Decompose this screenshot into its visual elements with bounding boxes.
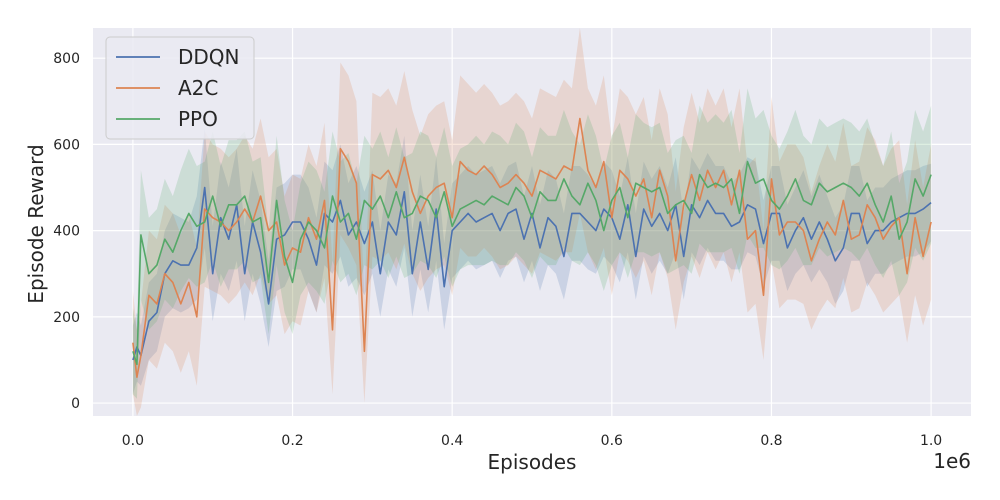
- legend-label-a2c: A2C: [178, 76, 218, 100]
- y-tick-label: 400: [53, 224, 80, 240]
- y-axis-label: Episode Reward: [24, 144, 48, 303]
- legend: DDQN A2C PPO: [105, 36, 255, 140]
- series-line-ppo: [132, 160, 932, 366]
- series-line-a2c: [132, 117, 932, 379]
- x-axis-label: Episodes: [488, 450, 577, 474]
- band-ppo: [132, 88, 932, 399]
- x-tick-label: 0.2: [281, 433, 303, 449]
- x-tick-label: 0.4: [441, 433, 463, 449]
- y-tick-label: 800: [53, 51, 80, 67]
- y-tick-label: 200: [53, 310, 80, 326]
- legend-label-ddqn: DDQN: [178, 45, 240, 69]
- x-tick-labels: 0.0 0.2 0.4 0.6 0.8 1.0: [122, 433, 942, 449]
- series-line-ddqn: [132, 186, 932, 361]
- y-tick-labels: 0 200 400 600 800: [53, 51, 80, 412]
- legend-label-ppo: PPO: [178, 107, 218, 131]
- y-tick-label: 0: [71, 396, 80, 412]
- legend-box: [105, 36, 255, 140]
- x-tick-label: 1.0: [920, 433, 942, 449]
- x-offset-label: 1e6: [933, 449, 971, 473]
- band-ddqn: [132, 127, 932, 395]
- y-tick-label: 600: [53, 137, 80, 153]
- series-lines: [132, 117, 932, 379]
- x-tick-label: 0.0: [122, 433, 144, 449]
- x-tick-label: 0.6: [601, 433, 623, 449]
- x-tick-label: 0.8: [760, 433, 782, 449]
